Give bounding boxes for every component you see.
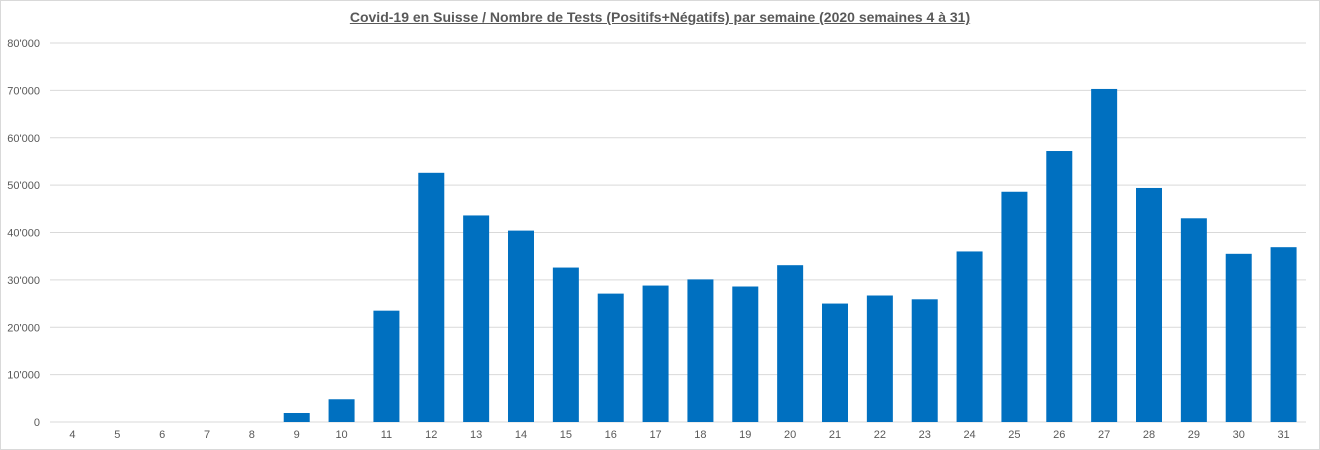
bar-week-14 [508,230,534,422]
x-tick-label: 27 [1098,429,1110,441]
x-tick-label: 14 [515,429,527,441]
bar-week-22 [866,295,893,422]
bar-week-18 [687,279,714,422]
bar-week-13 [463,215,490,422]
x-tick-label: 12 [425,429,437,441]
bar-week-9 [283,412,310,422]
bar-week-16 [597,293,624,422]
bar-week-24 [956,251,983,422]
y-tick-label: 80'000 [7,38,40,50]
bar-week-21 [822,303,848,422]
x-tick-label: 20 [784,429,796,441]
bar-week-12 [418,172,445,422]
x-tick-label: 11 [381,429,392,441]
bar-week-27 [1091,88,1118,423]
bar-week-15 [552,267,579,422]
x-tick-label: 26 [1053,429,1065,441]
x-tick-label: 9 [294,429,300,441]
x-tick-label: 13 [470,429,482,441]
bar-week-25 [1001,191,1028,422]
x-tick-label: 19 [739,429,751,441]
y-tick-label: 70'000 [7,85,40,97]
y-tick-label: 60'000 [7,133,40,145]
x-tick-label: 8 [249,429,255,441]
y-tick-label: 0 [34,417,40,429]
x-tick-label: 25 [1008,429,1020,441]
bar-week-20 [777,265,804,422]
x-tick-label: 5 [114,429,120,441]
bar-week-31 [1270,247,1297,422]
x-tick-label: 29 [1188,429,1200,441]
y-tick-label: 10'000 [7,370,40,382]
chart-title: Covid-19 en Suisse / Nombre de Tests (Po… [349,9,971,25]
bar-week-10 [328,399,355,422]
x-tick-label: 30 [1233,429,1245,441]
bar-week-19 [732,286,759,422]
bar-week-11 [373,310,400,422]
bar-week-17 [642,285,669,422]
bar-week-30 [1225,253,1252,422]
y-tick-label: 20'000 [7,322,40,334]
x-tick-label: 28 [1143,429,1155,441]
y-tick-label: 30'000 [7,275,40,287]
x-tick-label: 31 [1277,429,1289,441]
bar-week-29 [1180,218,1207,422]
x-tick-label: 17 [649,429,661,441]
y-tick-label: 50'000 [7,180,40,192]
x-tick-label: 7 [204,429,210,441]
x-tick-label: 23 [919,429,931,441]
y-tick-label: 40'000 [7,228,40,240]
x-tick-label: 16 [605,429,617,441]
x-tick-label: 10 [335,429,347,441]
x-tick-label: 6 [159,429,165,441]
x-tick-label: 22 [874,429,886,441]
x-tick-label: 18 [694,429,706,441]
x-tick-label: 21 [829,429,841,441]
bar-week-26 [1046,151,1073,422]
x-tick-label: 24 [963,429,975,441]
x-tick-label: 15 [560,429,572,441]
bar-week-28 [1136,187,1162,422]
x-tick-label: 4 [69,429,75,441]
bar-week-23 [911,299,938,422]
